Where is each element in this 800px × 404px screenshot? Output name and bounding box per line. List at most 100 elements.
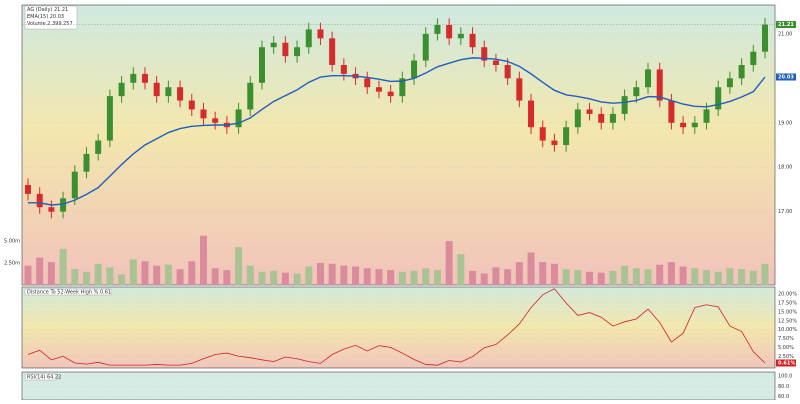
volume-bar: [667, 262, 675, 285]
volume-bar: [328, 263, 336, 285]
candle-body: [375, 87, 382, 92]
volume-bar: [82, 271, 90, 285]
candle-body: [738, 65, 745, 79]
volume-bar: [141, 261, 149, 285]
candle-body: [83, 153, 90, 172]
legend-box: [24, 5, 78, 30]
volume-bar: [679, 266, 687, 285]
volume-bar: [609, 270, 617, 285]
volume-bar: [422, 268, 430, 285]
value-box: [776, 21, 796, 29]
candle-body: [563, 127, 570, 145]
candle-body: [668, 100, 675, 123]
volume-bar: [539, 262, 547, 285]
y-tick-label: 10.00%: [778, 327, 797, 333]
volume-bar: [656, 264, 664, 285]
volume-bar: [199, 235, 207, 285]
volume-bar: [188, 261, 196, 285]
volume-bar: [726, 268, 734, 285]
legend: AG (Daily) 21.21 EMA(15) 20.03 Volume 2,…: [24, 5, 112, 381]
volume-bar: [176, 269, 184, 285]
candle-body: [340, 65, 347, 74]
volume-bar: [258, 271, 266, 285]
legend-box: [24, 288, 112, 296]
candle-body: [387, 91, 394, 97]
candle-body: [528, 100, 535, 128]
y-tick-label: 7.50%: [778, 336, 794, 342]
value-box-label: 0.61%: [778, 360, 795, 366]
candle-body: [258, 47, 265, 83]
candle-body: [71, 171, 78, 199]
rsi-panel: [21, 371, 776, 401]
legend-item: EMA(15) 20.03: [27, 14, 64, 20]
candle-body: [235, 109, 242, 128]
y-tick-label: 18.00: [778, 165, 792, 171]
volume-bar: [515, 262, 523, 285]
candle-body: [574, 109, 581, 128]
volume-bar: [632, 268, 640, 285]
candle-body: [317, 29, 324, 39]
volume-bar: [597, 272, 605, 285]
panel-title: RSI(14) 64.22: [27, 375, 61, 381]
candle-body: [551, 140, 558, 145]
volume-bar: [714, 271, 722, 285]
y-tick-label: 60.0: [778, 394, 789, 400]
distance-panel: [21, 286, 776, 369]
candle-body: [48, 207, 55, 212]
y-tick-label: 20.00%: [778, 292, 797, 298]
candle-body: [715, 87, 722, 110]
volume-bar: [586, 271, 594, 285]
y-tick-label: 17.50%: [778, 300, 797, 306]
candle-body: [60, 198, 67, 212]
volume-bar: [749, 270, 757, 285]
candle-body: [247, 82, 254, 110]
candle-body: [36, 193, 43, 208]
candle-body: [539, 127, 546, 141]
y-tick-label: 19.00: [778, 120, 792, 126]
legend-item: Volume 2,399,257: [27, 21, 73, 27]
volume-bar: [375, 269, 383, 285]
y-tick-label: 80.0: [778, 384, 789, 390]
volume-bar: [118, 274, 126, 285]
volume-bar: [71, 269, 79, 285]
volume-bar: [387, 270, 395, 285]
candle-body: [469, 33, 476, 48]
y-tick-label: 12.50%: [778, 318, 797, 324]
candle-body: [411, 60, 418, 79]
volume-bar: [691, 268, 699, 285]
panel-title: Distance To 52-Week High % 0.61: [27, 290, 111, 296]
volume-bar: [281, 272, 289, 285]
candle-body: [633, 87, 640, 97]
candle-body: [598, 113, 605, 123]
volume-bar: [164, 264, 172, 285]
volume-bar: [129, 259, 137, 285]
volume-bar: [340, 265, 348, 285]
volume-bar: [363, 268, 371, 285]
ema-line: [28, 57, 766, 206]
volume-bar: [270, 270, 278, 285]
candle-body: [457, 33, 464, 39]
candle-body: [106, 96, 113, 141]
candle-body: [118, 82, 125, 97]
candle-body: [141, 73, 148, 83]
y-tick-label: 2.50m: [4, 260, 20, 266]
y-tick-label: 100.0: [778, 374, 792, 380]
value-box-label: 20.03: [778, 75, 794, 81]
volume-bar: [504, 269, 512, 285]
volume-bar: [211, 268, 219, 285]
volume-bar: [316, 262, 324, 285]
volume-bar: [621, 265, 629, 285]
candle-body: [481, 47, 488, 61]
volume-bar: [410, 270, 418, 285]
value-box: [776, 73, 796, 81]
price-panel: [21, 4, 776, 286]
candle-body: [212, 118, 219, 123]
volume-bar: [480, 273, 488, 285]
y-tick-label: 5.00%: [778, 345, 794, 351]
value-box: [776, 359, 796, 367]
volume-bar: [235, 247, 243, 285]
volume-bar: [445, 240, 453, 285]
candle-body: [621, 96, 628, 114]
volume-bar: [36, 257, 44, 285]
